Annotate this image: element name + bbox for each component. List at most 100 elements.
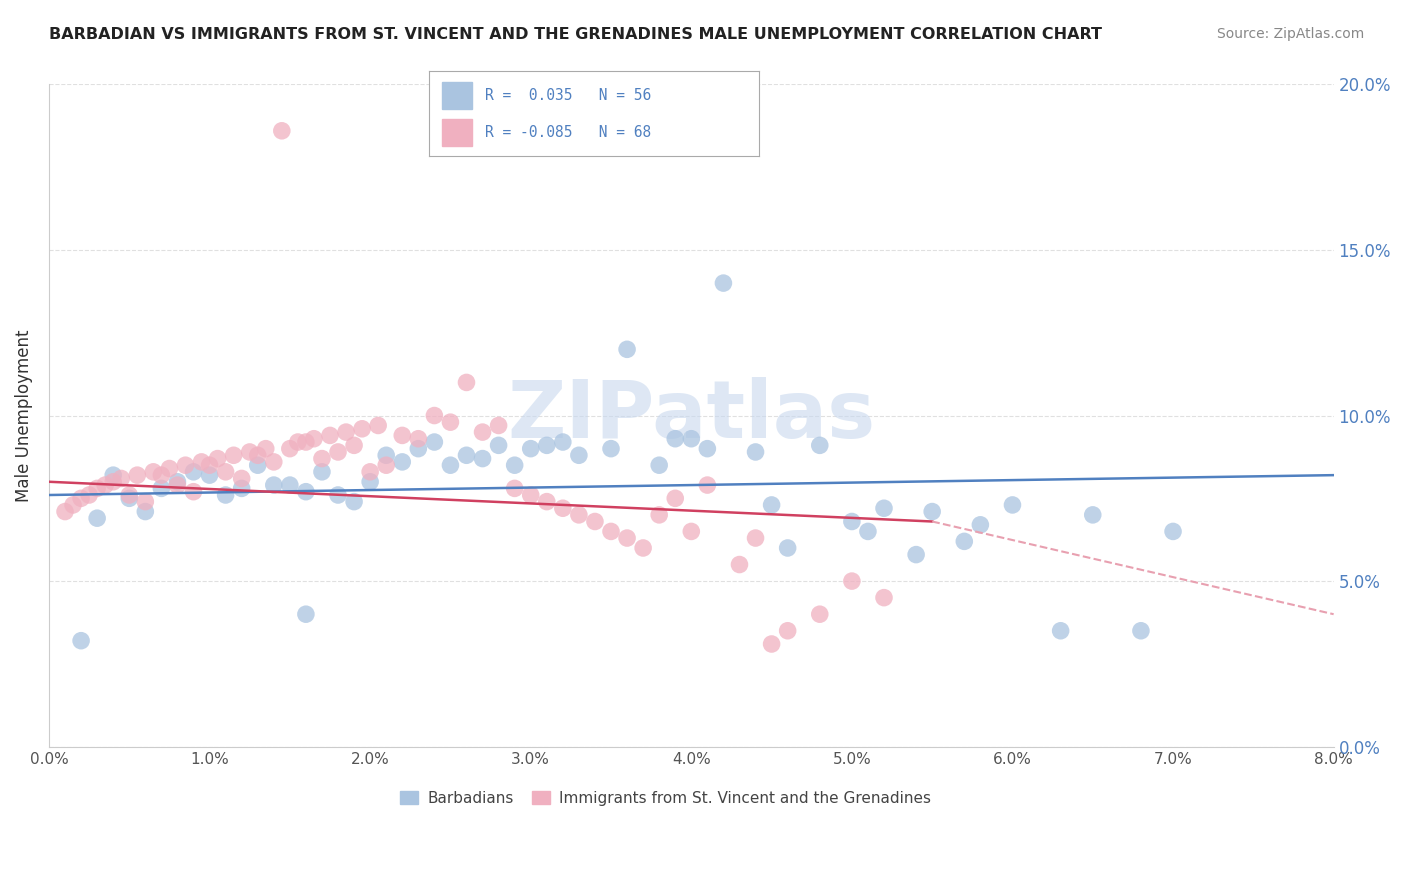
Point bbox=[873, 501, 896, 516]
Point bbox=[166, 478, 188, 492]
Bar bbox=[441, 119, 472, 146]
Point bbox=[134, 505, 156, 519]
Point bbox=[648, 508, 671, 522]
Point bbox=[263, 455, 285, 469]
Point bbox=[1161, 524, 1184, 539]
Point bbox=[53, 505, 76, 519]
Point bbox=[127, 468, 149, 483]
Point bbox=[246, 448, 269, 462]
Point bbox=[157, 461, 180, 475]
Point bbox=[696, 442, 718, 456]
Point bbox=[873, 591, 896, 605]
Point bbox=[375, 458, 398, 473]
Point bbox=[86, 511, 108, 525]
Point bbox=[1049, 624, 1071, 638]
Point bbox=[246, 458, 269, 473]
Point bbox=[295, 484, 318, 499]
Point bbox=[568, 508, 591, 522]
Bar bbox=[441, 81, 472, 109]
Point bbox=[681, 432, 703, 446]
Point bbox=[953, 534, 976, 549]
Point bbox=[744, 445, 766, 459]
Point bbox=[616, 343, 638, 357]
Point bbox=[776, 541, 799, 555]
Point bbox=[439, 415, 461, 429]
Text: BARBADIAN VS IMMIGRANTS FROM ST. VINCENT AND THE GRENADINES MALE UNEMPLOYMENT CO: BARBADIAN VS IMMIGRANTS FROM ST. VINCENT… bbox=[49, 27, 1102, 42]
Point bbox=[198, 458, 221, 473]
Point bbox=[583, 515, 606, 529]
Point bbox=[359, 475, 381, 489]
Point bbox=[278, 478, 301, 492]
Point bbox=[423, 435, 446, 450]
Point bbox=[142, 465, 165, 479]
Point bbox=[391, 455, 413, 469]
Point bbox=[278, 442, 301, 456]
Point bbox=[198, 468, 221, 483]
Point bbox=[207, 451, 229, 466]
Point bbox=[1129, 624, 1152, 638]
Point bbox=[183, 484, 205, 499]
Point bbox=[808, 438, 831, 452]
Point bbox=[519, 442, 541, 456]
Y-axis label: Male Unemployment: Male Unemployment bbox=[15, 329, 32, 502]
Point bbox=[352, 422, 374, 436]
Point bbox=[311, 451, 333, 466]
Point bbox=[856, 524, 879, 539]
Point bbox=[728, 558, 751, 572]
Point bbox=[343, 438, 366, 452]
Point bbox=[600, 442, 623, 456]
Point bbox=[648, 458, 671, 473]
Point bbox=[62, 498, 84, 512]
Point bbox=[190, 455, 212, 469]
Point bbox=[118, 488, 141, 502]
Point bbox=[222, 448, 245, 462]
Point bbox=[744, 531, 766, 545]
Point bbox=[214, 465, 236, 479]
Point bbox=[110, 471, 132, 485]
Point bbox=[166, 475, 188, 489]
Point bbox=[311, 465, 333, 479]
Point bbox=[214, 488, 236, 502]
Text: Source: ZipAtlas.com: Source: ZipAtlas.com bbox=[1216, 27, 1364, 41]
Point bbox=[808, 607, 831, 622]
Text: R =  0.035   N = 56: R = 0.035 N = 56 bbox=[485, 87, 651, 103]
Point bbox=[488, 438, 510, 452]
Point bbox=[94, 478, 117, 492]
Legend: Barbadians, Immigrants from St. Vincent and the Grenadines: Barbadians, Immigrants from St. Vincent … bbox=[394, 785, 938, 812]
Point bbox=[969, 517, 991, 532]
Point bbox=[359, 465, 381, 479]
Point bbox=[326, 445, 349, 459]
Point bbox=[471, 425, 494, 439]
Point bbox=[343, 494, 366, 508]
Point bbox=[183, 465, 205, 479]
Point bbox=[326, 488, 349, 502]
Point bbox=[488, 418, 510, 433]
Point bbox=[70, 633, 93, 648]
Point bbox=[287, 435, 309, 450]
Point bbox=[302, 432, 325, 446]
Point bbox=[631, 541, 654, 555]
Point bbox=[295, 435, 318, 450]
Point bbox=[551, 435, 574, 450]
Point bbox=[503, 458, 526, 473]
Point bbox=[761, 637, 783, 651]
Point bbox=[239, 445, 262, 459]
Point bbox=[103, 475, 125, 489]
Point bbox=[713, 276, 735, 290]
Point bbox=[1081, 508, 1104, 522]
Point bbox=[263, 478, 285, 492]
Text: ZIPatlas: ZIPatlas bbox=[508, 376, 876, 455]
Point bbox=[231, 482, 253, 496]
Point bbox=[118, 491, 141, 506]
Point bbox=[841, 515, 863, 529]
Point bbox=[905, 548, 928, 562]
Point bbox=[134, 494, 156, 508]
Point bbox=[391, 428, 413, 442]
Point bbox=[664, 432, 686, 446]
Point bbox=[696, 478, 718, 492]
Point bbox=[295, 607, 318, 622]
Point bbox=[270, 124, 292, 138]
Point bbox=[1001, 498, 1024, 512]
Point bbox=[335, 425, 357, 439]
Point bbox=[254, 442, 277, 456]
